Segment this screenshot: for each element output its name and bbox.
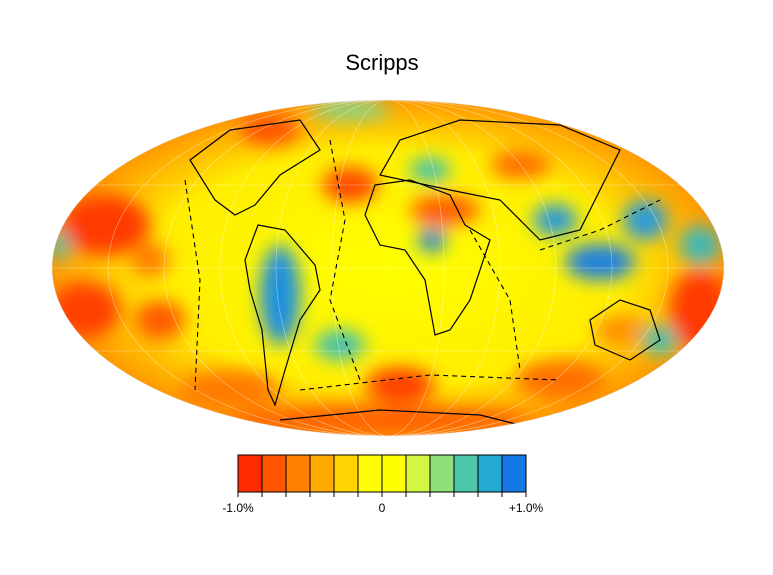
colorbar-swatch <box>334 455 358 492</box>
colorbar-label: +1.0% <box>509 501 544 515</box>
map <box>52 100 724 436</box>
colorbar-swatch <box>358 455 382 492</box>
colorbar-swatch <box>310 455 334 492</box>
colorbar-label: 0 <box>379 501 386 515</box>
colorbar-label: -1.0% <box>222 501 254 515</box>
colorbar-swatch <box>262 455 286 492</box>
colorbar-swatch <box>502 455 526 492</box>
colorbar-swatch <box>238 455 262 492</box>
map-title: Scripps <box>345 50 418 75</box>
colorbar-swatch <box>382 455 406 492</box>
colorbar-swatch <box>286 455 310 492</box>
colorbar: -1.0% 0 +1.0% <box>222 454 544 515</box>
colorbar-swatch <box>430 455 454 492</box>
colorbar-swatch <box>406 455 430 492</box>
colorbar-swatch <box>478 455 502 492</box>
colorbar-swatch <box>454 455 478 492</box>
